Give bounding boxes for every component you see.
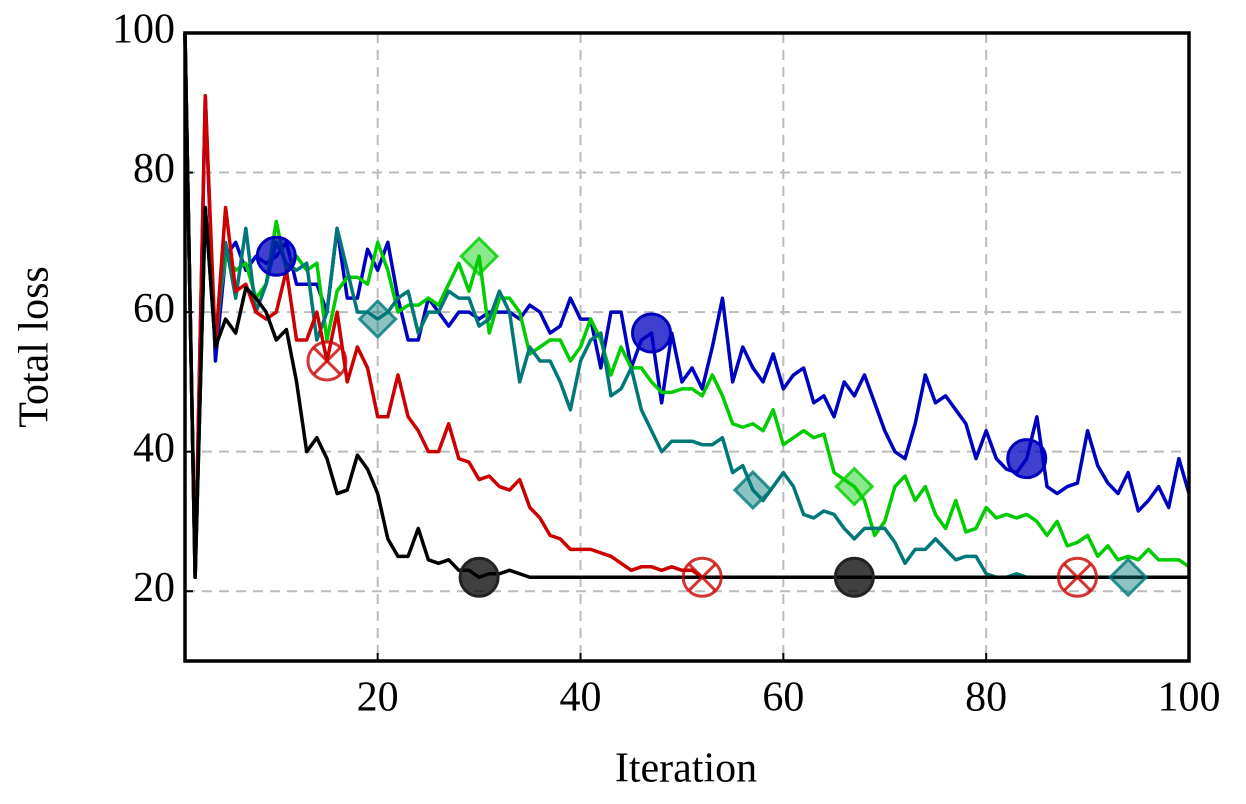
point-marker	[681, 556, 723, 598]
point-marker	[312, 346, 342, 376]
plot-frame	[183, 31, 1191, 663]
y-tick-label: 80	[133, 146, 175, 192]
point-marker	[688, 563, 717, 592]
point-marker	[357, 298, 398, 340]
point-marker	[255, 235, 297, 277]
point-marker	[1056, 556, 1098, 598]
point-marker	[458, 236, 500, 277]
x-tick-label: 20	[357, 675, 399, 721]
x-axis-label: Iteration	[615, 746, 757, 792]
point-marker	[458, 556, 500, 598]
point-marker	[306, 340, 348, 382]
point-marker	[1063, 563, 1092, 592]
point-marker	[1108, 557, 1149, 598]
line-series	[183, 32, 1189, 580]
x-tick-label: 80	[965, 675, 1007, 721]
x-tick-label: 60	[762, 675, 804, 721]
x-tick-label: 40	[560, 675, 602, 721]
point-marker	[732, 469, 774, 511]
x-tick-label: 100	[1158, 675, 1221, 721]
line-series	[183, 32, 1190, 580]
point-marker	[833, 556, 875, 598]
point-marker	[834, 466, 875, 507]
point-marker	[1006, 438, 1048, 480]
y-tick-label: 40	[133, 425, 175, 471]
y-tick-label: 100	[112, 7, 175, 53]
point-marker	[631, 312, 673, 354]
y-tick-label: 20	[133, 565, 175, 611]
y-axis-label: Total loss	[12, 266, 58, 428]
y-tick-label: 60	[133, 286, 175, 332]
